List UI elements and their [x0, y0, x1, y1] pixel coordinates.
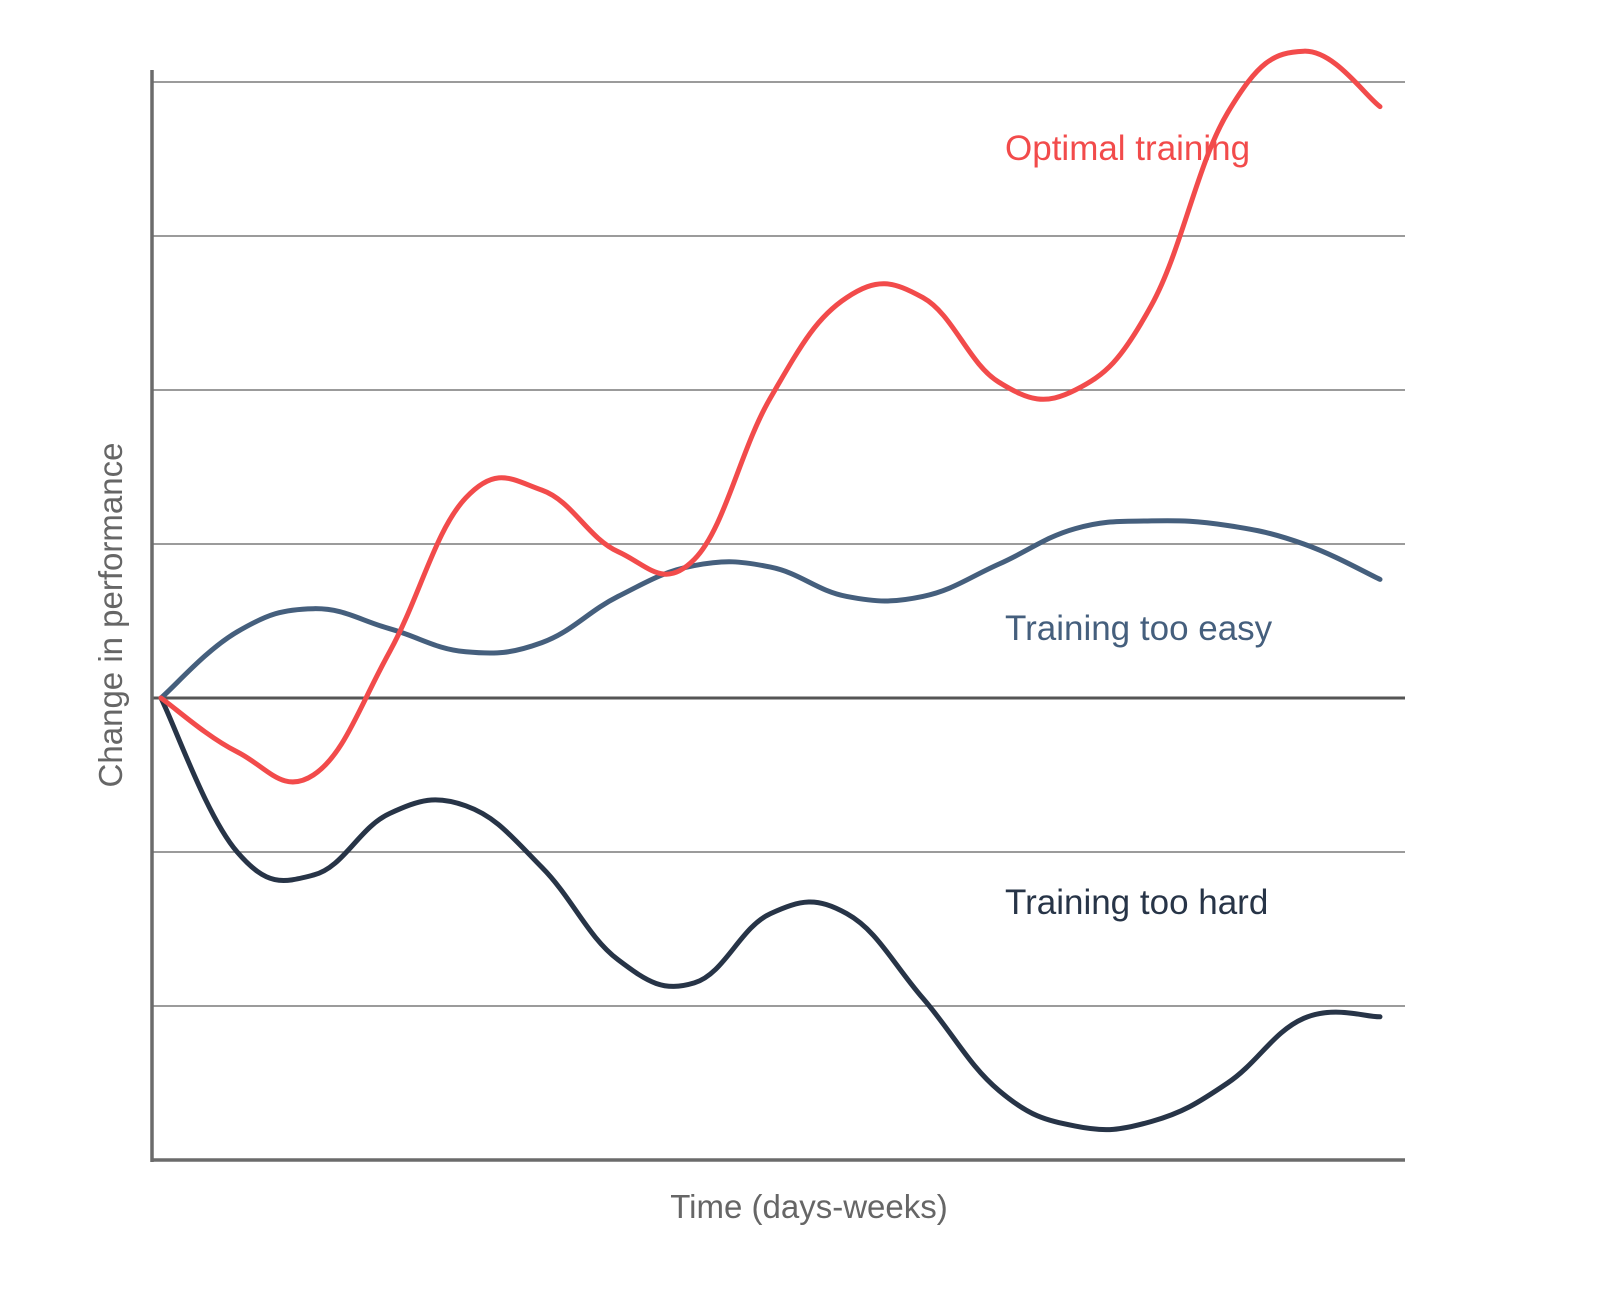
- series-label-training-too-easy: Training too easy: [1005, 609, 1273, 648]
- series-line-training-too-easy: [158, 518, 1383, 701]
- series-label-optimal-training: Optimal training: [1005, 129, 1250, 168]
- series-labels: Optimal training Training too easy Trainin…: [1005, 129, 1273, 922]
- series-line-training-too-hard: [158, 695, 1383, 1133]
- series-lines: [158, 48, 1383, 1133]
- axes: [150, 70, 1405, 1162]
- series-line-optimal-training: [158, 48, 1383, 785]
- x-axis-label: Time (days-weeks): [670, 1188, 948, 1225]
- y-axis-label: Change in performance: [92, 443, 129, 788]
- series-label-training-too-hard: Training too hard: [1005, 883, 1268, 922]
- gridlines: [152, 81, 1405, 1007]
